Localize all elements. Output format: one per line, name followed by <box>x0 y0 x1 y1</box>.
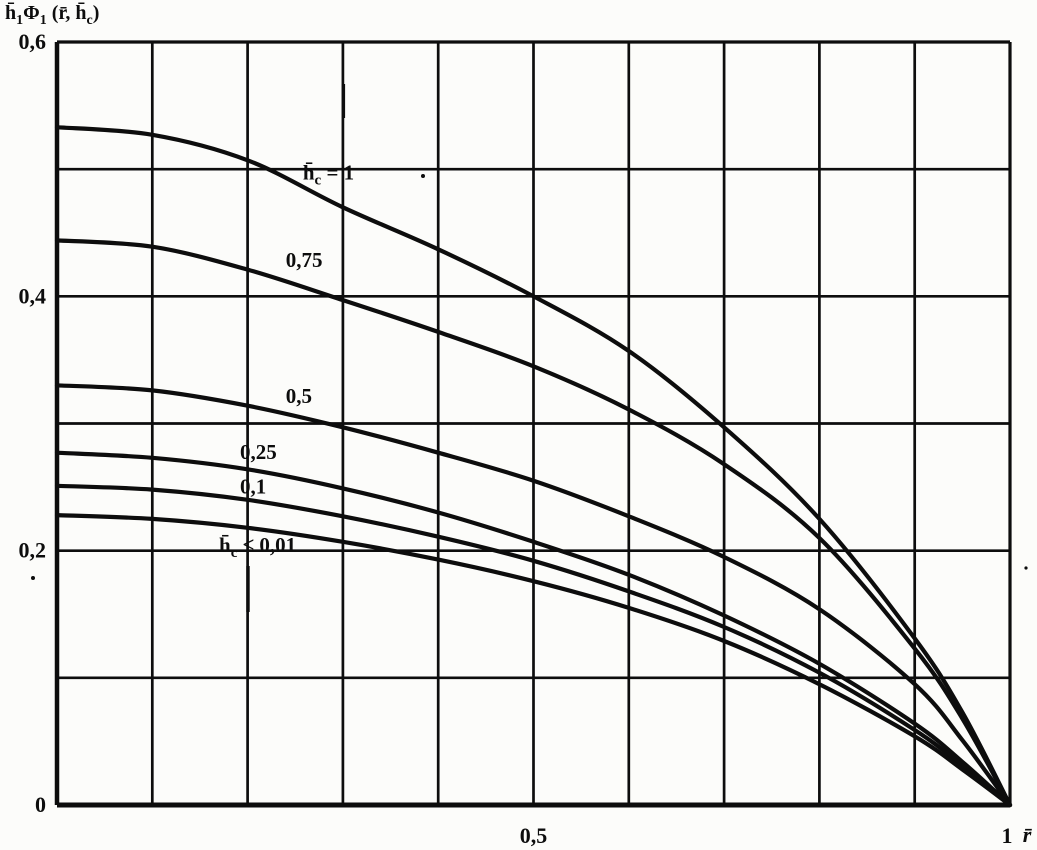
x-axis-label: r̄ <box>1023 822 1033 847</box>
curve-label-h-c-0.1: 0,1 <box>240 474 266 498</box>
curve-label-h-c-0.25: 0,25 <box>240 440 277 464</box>
curve-label-h-c-0.01: h̄c ≤ 0,01 <box>219 533 296 561</box>
title-layer: h̄1Φ1 (r̄, h̄c) <box>5 1 99 28</box>
curves-layer <box>54 125 1013 808</box>
curve-h-c-0.75 <box>54 238 1013 808</box>
curve-h-c-0.5 <box>54 383 1013 808</box>
curve-h-c-0.01 <box>54 513 1013 808</box>
curve-label-h-c-0.75: 0,75 <box>286 248 323 272</box>
annotations-layer: h̄c = 1 0,75 0,5 0,25 0,1 h̄c ≤ 0,01 <box>219 160 354 561</box>
y-axis-title: h̄1Φ1 (r̄, h̄c) <box>5 1 99 28</box>
curve-label-h-c-0.5: 0,5 <box>286 384 312 408</box>
scan-artifacts <box>31 84 1028 612</box>
grid-layer <box>54 40 1012 808</box>
ticks-layer: 0,6 0,4 0,2 0 0,5 1 r̄ <box>19 29 1033 848</box>
y-tick-0-2: 0,2 <box>19 538 47 563</box>
x-tick-1: 1 <box>1002 823 1013 848</box>
curve-h-c-0.25 <box>54 450 1013 808</box>
curve-h-c-0.1 <box>54 483 1013 808</box>
y-tick-0-6: 0,6 <box>19 29 47 54</box>
y-tick-0-4: 0,4 <box>19 283 47 308</box>
y-tick-0: 0 <box>35 792 46 817</box>
curve-h-c-1 <box>54 125 1013 808</box>
curve-label-h-c-1: h̄c = 1 <box>303 160 354 188</box>
x-tick-0-5: 0,5 <box>520 823 548 848</box>
